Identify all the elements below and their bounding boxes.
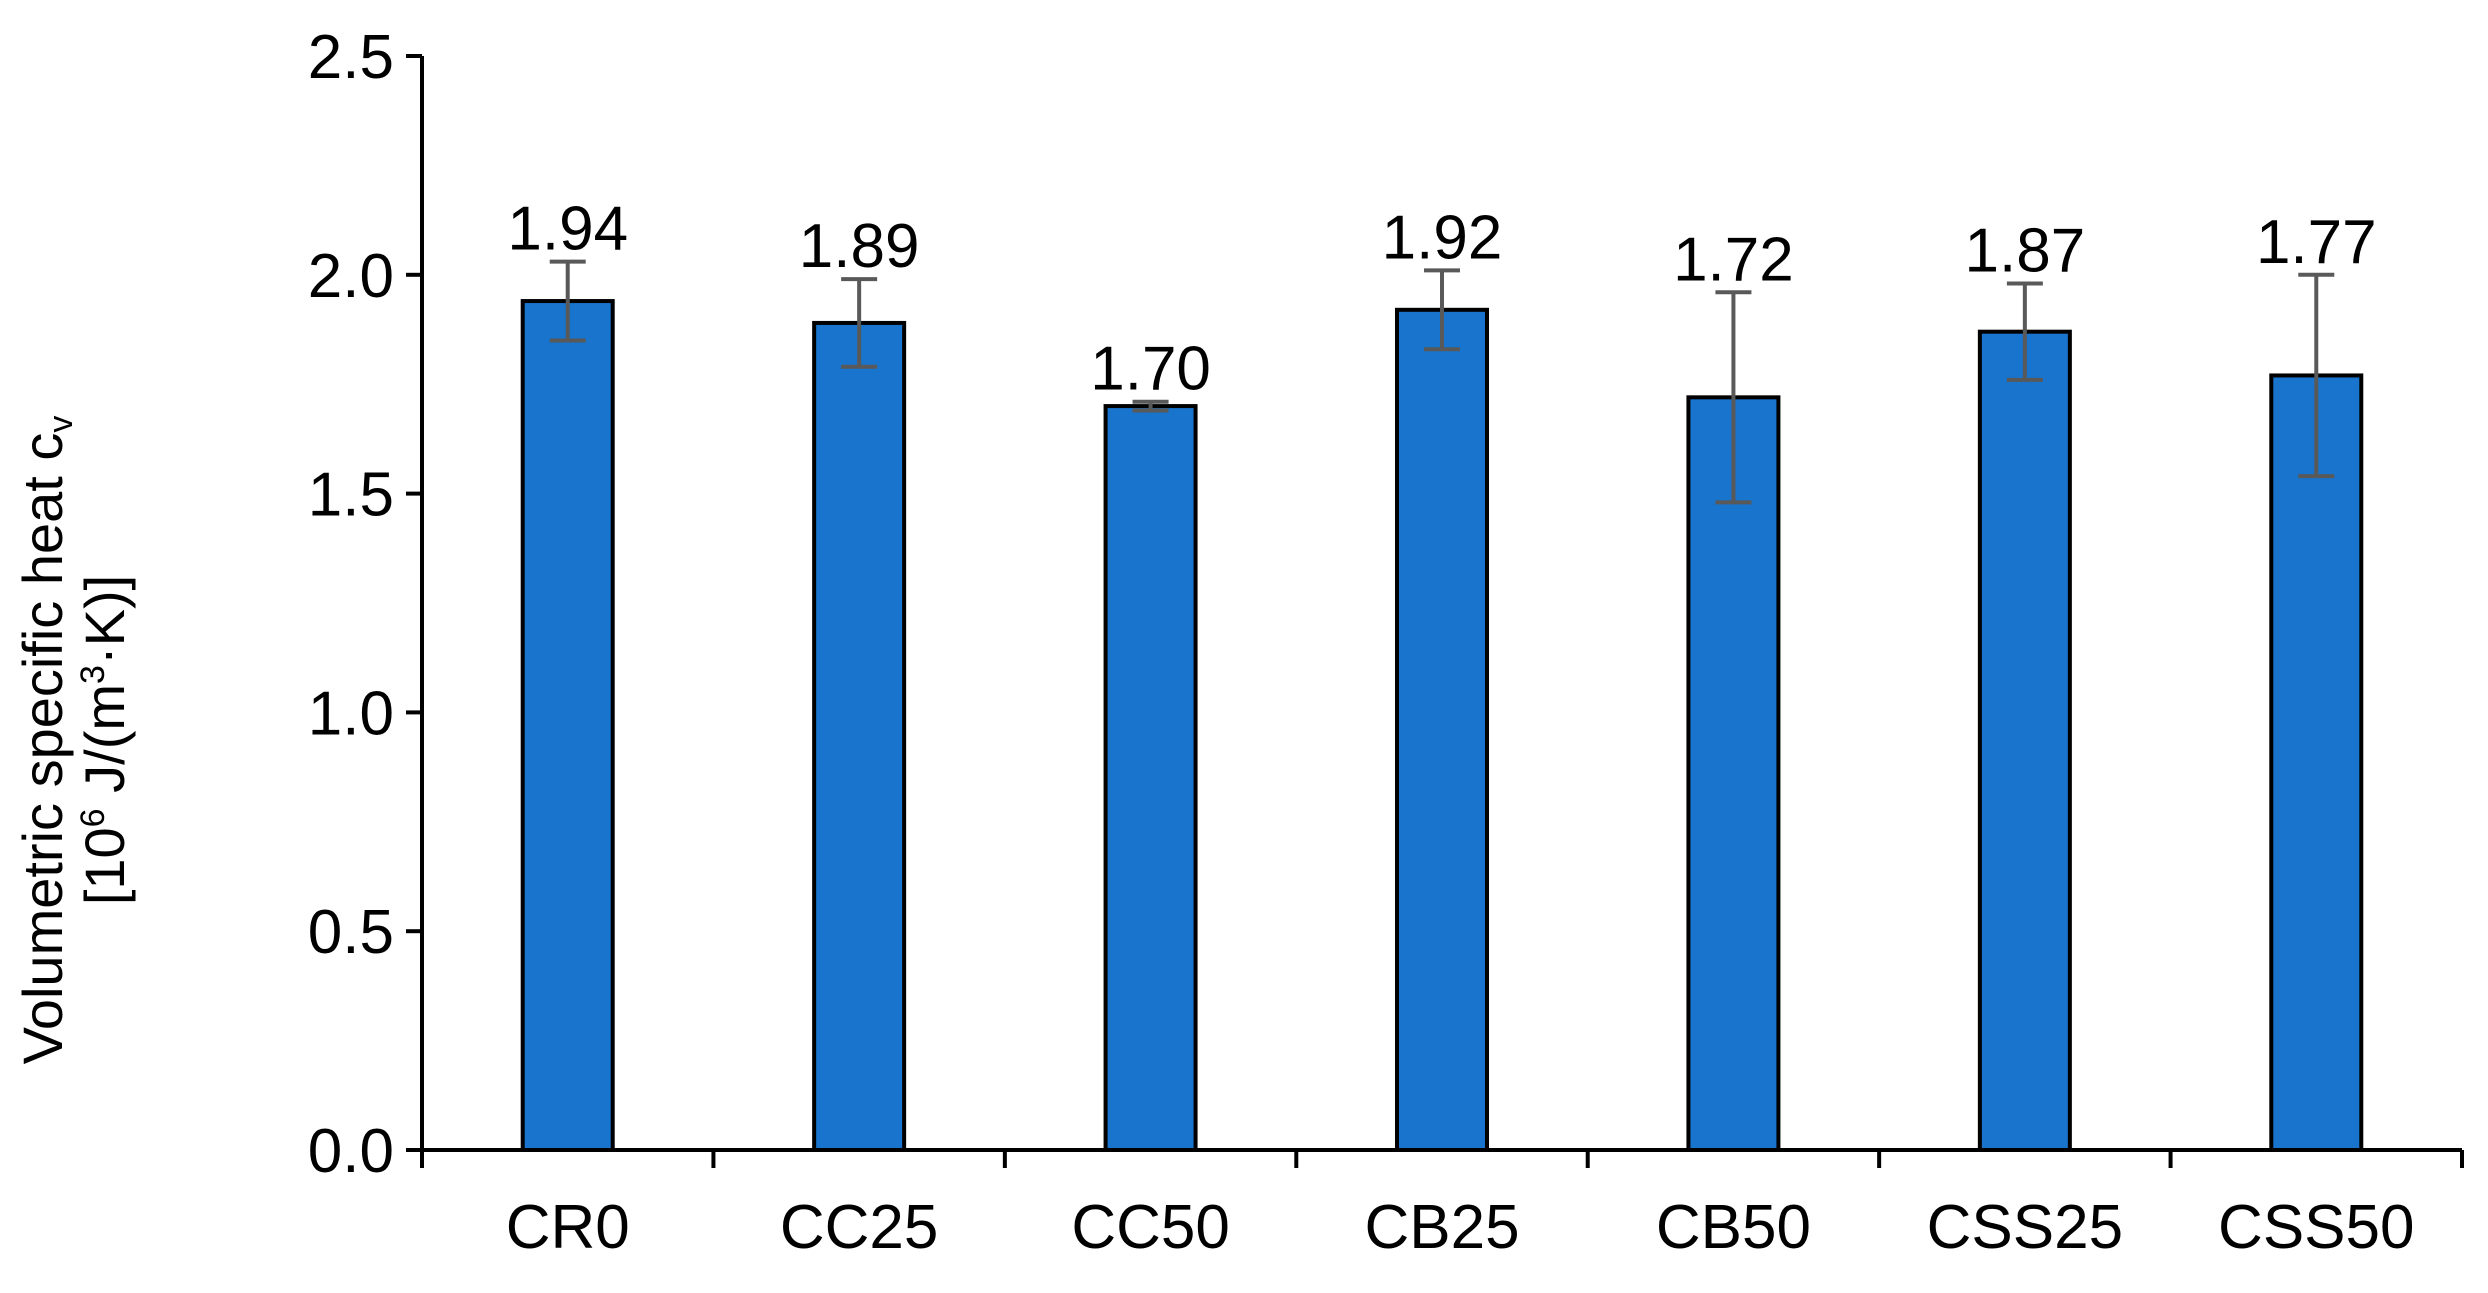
y-axis-title-line1: Volumetric specific heat c (11, 433, 74, 1065)
y-axis-title: Volumetric specific heat cv [106 J/(m3·K… (11, 416, 136, 1065)
svg-text:[106 J/(m3·K)]: [106 J/(m3·K)] (73, 575, 136, 905)
data-label-css25: 1.87 (1965, 217, 2086, 286)
data-label-css50: 1.77 (2256, 208, 2377, 277)
x-tick-label-cc25: CC25 (780, 1193, 939, 1262)
y-axis-title-line2-middle: J/(m (73, 684, 136, 808)
x-tick-label-cb25: CB25 (1364, 1193, 1519, 1262)
y-axis-title-exponent: 6 (74, 808, 112, 827)
y-axis-title-line2-suffix: ·K)] (73, 575, 136, 665)
x-tick-label-css25: CSS25 (1927, 1193, 2123, 1262)
y-tick-label: 2.0 (308, 242, 394, 311)
x-tick-label-cc50: CC50 (1071, 1193, 1230, 1262)
data-label-cc50: 1.70 (1090, 335, 1211, 404)
y-tick-label: 0.0 (308, 1117, 394, 1186)
svg-text:Volumetric specific heat cv: Volumetric specific heat cv (11, 416, 80, 1065)
x-tick-label-css50: CSS50 (2218, 1193, 2414, 1262)
data-label-cb25: 1.92 (1382, 203, 1503, 272)
bar-cb25 (1395, 307, 1489, 1153)
y-axis-title-subscript: v (42, 416, 80, 433)
y-axis-title-line2-prefix: [10 (73, 827, 136, 905)
x-tick-label-cb50: CB50 (1656, 1193, 1811, 1262)
labels: 0.0 0.5 1.0 1.5 2.0 2.5 1.94 CR0 1.89 CC25 1.70 CC5… (308, 23, 2415, 1262)
error-bars (549, 259, 2335, 505)
data-label-cc25: 1.89 (799, 212, 920, 281)
bar-cr0 (520, 299, 615, 1152)
bar-css25 (1977, 329, 2072, 1152)
bar-css50 (2269, 373, 2364, 1152)
bar-cc25 (812, 320, 907, 1153)
y-tick-label: 2.5 (308, 23, 394, 92)
bars (520, 299, 2364, 1153)
axes (406, 54, 2464, 1168)
x-tick-label-cr0: CR0 (506, 1193, 630, 1262)
bar-cc50 (1103, 404, 1198, 1152)
data-label-cb50: 1.72 (1673, 225, 1794, 294)
data-label-cr0: 1.94 (507, 195, 628, 264)
y-tick-label: 1.0 (308, 679, 394, 748)
y-tick-label: 1.5 (308, 461, 394, 530)
y-tick-label: 0.5 (308, 898, 394, 967)
y-axis-title-exponent2: 3 (74, 665, 112, 684)
bar-cb50 (1686, 395, 1781, 1152)
